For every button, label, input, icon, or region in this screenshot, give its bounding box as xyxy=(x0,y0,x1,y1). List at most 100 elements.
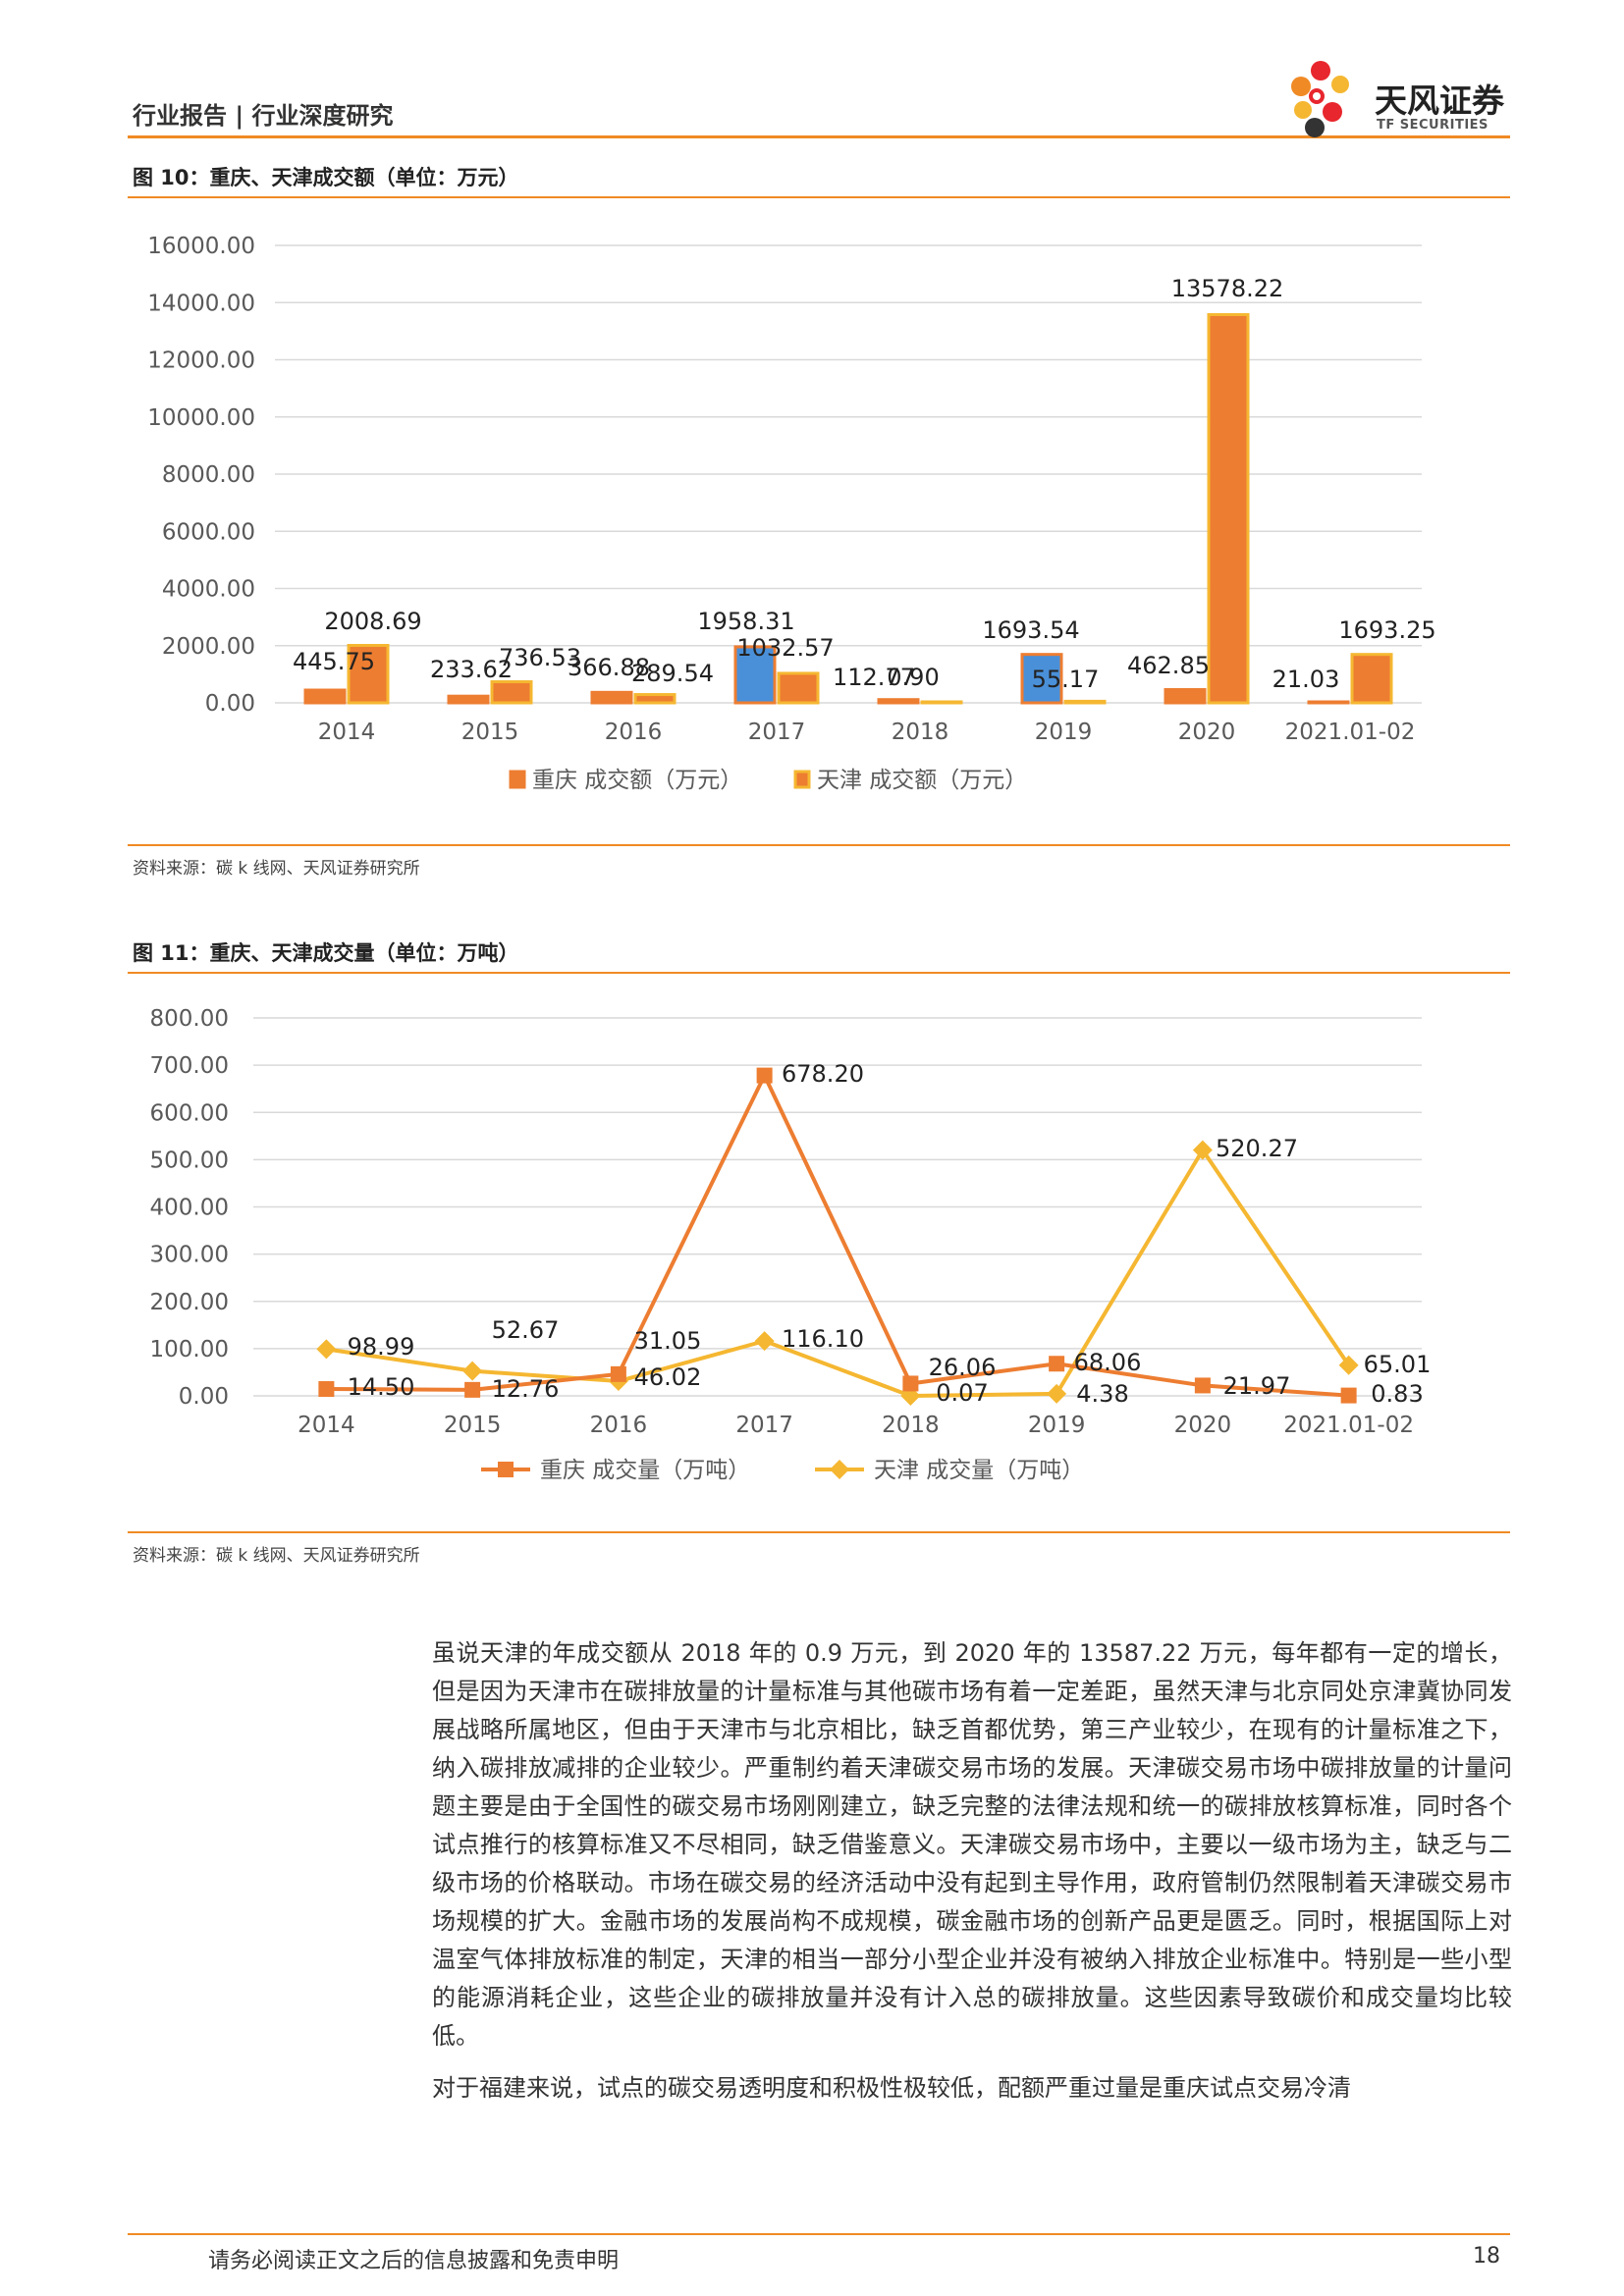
legend-label-chongqing: 重庆 成交量（万吨） xyxy=(540,1458,750,1483)
data-label: 0.83 xyxy=(1371,1380,1423,1408)
y-tick-label: 0.00 xyxy=(205,691,255,717)
data-label: 1693.54 xyxy=(982,616,1079,644)
y-tick-label: 600.00 xyxy=(150,1100,229,1126)
y-tick-label: 700.00 xyxy=(150,1053,229,1079)
data-label: 0.90 xyxy=(887,664,939,691)
marker-chongqing xyxy=(1340,1387,1357,1404)
marker-tianjin xyxy=(462,1361,483,1381)
y-tick-label: 500.00 xyxy=(150,1148,229,1173)
logo-subtext: TF SECURITIES xyxy=(1377,118,1489,133)
x-tick-label: 2020 xyxy=(1178,720,1236,745)
y-tick-label: 100.00 xyxy=(150,1337,229,1362)
bar-tianjin xyxy=(633,693,677,705)
figure-11-source: 资料来源：碳 k 线网、天风证券研究所 xyxy=(133,1546,420,1566)
y-tick-label: 6000.00 xyxy=(162,519,255,545)
data-label: 445.75 xyxy=(293,648,375,675)
x-tick-label: 2014 xyxy=(318,720,376,745)
y-tick-label: 4000.00 xyxy=(162,577,255,603)
y-tick-label: 200.00 xyxy=(150,1290,229,1315)
marker-chongqing xyxy=(318,1381,335,1398)
data-label: 1032.57 xyxy=(736,634,834,662)
bar-tianjin xyxy=(1063,699,1107,705)
figure-11-title: 图 11：重庆、天津成交量（单位：万吨） xyxy=(133,941,519,965)
bar-chongqing xyxy=(733,645,777,705)
footer-divider xyxy=(128,2233,1510,2235)
transaction-amount-bar-chart: 0.00 2000.00 4000.00 6000.00 8000.00 10000.00… xyxy=(147,234,1435,793)
bar-tianjin xyxy=(490,680,533,705)
x-tick-label: 2015 xyxy=(444,1413,502,1438)
line-tianjin xyxy=(326,1148,1351,1398)
y-tick-label: 12000.00 xyxy=(147,348,255,374)
data-label: 12.76 xyxy=(492,1375,560,1403)
marker-tianjin xyxy=(1192,1140,1213,1160)
bar-tianjin xyxy=(920,700,963,705)
data-label: 2008.69 xyxy=(324,608,421,635)
bar-chongqing xyxy=(1164,688,1207,705)
marker-tianjin xyxy=(754,1331,775,1352)
body-paragraph-1: 虽说天津的年成交额从 2018 年的 0.9 万元，到 2020 年的 1358… xyxy=(432,1639,1512,2050)
marker-chongqing xyxy=(1049,1356,1065,1372)
bar-chongqing xyxy=(1307,700,1350,705)
data-label: 21.97 xyxy=(1223,1372,1291,1400)
data-label: 116.10 xyxy=(782,1325,864,1353)
x-tick-label: 2019 xyxy=(1028,1413,1086,1438)
data-label: 13578.22 xyxy=(1171,275,1284,302)
data-label: 98.99 xyxy=(348,1333,415,1361)
x-tick-label: 2018 xyxy=(882,1413,940,1438)
y-tick-label: 10000.00 xyxy=(147,405,255,431)
bar-chongqing xyxy=(447,694,490,705)
data-label: 366.88 xyxy=(568,654,650,681)
bar-chongqing xyxy=(303,688,347,705)
data-label: 21.03 xyxy=(1272,666,1340,693)
legend-swatch-tianjin xyxy=(793,770,811,789)
y-tick-label: 0.00 xyxy=(179,1384,229,1410)
figure-10-source: 资料来源：碳 k 线网、天风证券研究所 xyxy=(133,859,420,879)
y-tick-label: 8000.00 xyxy=(162,462,255,488)
marker-chongqing xyxy=(610,1365,626,1382)
data-label: 65.01 xyxy=(1364,1351,1432,1378)
data-label: 233.62 xyxy=(430,656,513,683)
footer-disclaimer: 请务必阅读正文之后的信息披露和免责申明 xyxy=(208,2249,620,2273)
tf-logo-icon xyxy=(1291,61,1349,137)
bar-tianjin xyxy=(347,643,390,705)
figure-10-title: 图 10：重庆、天津成交额（单位：万元） xyxy=(133,166,519,189)
header-divider xyxy=(128,135,1510,138)
body-paragraph-2: 对于福建来说，试点的碳交易透明度和积极性极较低，配额严重过量是重庆试点交易冷清 xyxy=(432,2074,1351,2102)
bar-tianjin xyxy=(777,671,820,705)
data-label: 678.20 xyxy=(782,1060,864,1088)
bar-chongqing xyxy=(590,690,633,705)
bar-chongqing xyxy=(1020,653,1063,705)
x-tick-label: 2021.01-02 xyxy=(1285,720,1416,745)
data-label: 55.17 xyxy=(1032,666,1100,693)
marker-chongqing xyxy=(902,1375,919,1392)
y-tick-label: 300.00 xyxy=(150,1243,229,1268)
marker-tianjin xyxy=(1047,1383,1067,1404)
body-text: 虽说天津的年成交额从 2018 年的 0.9 万元，到 2020 年的 1358… xyxy=(432,1634,1512,2121)
figure-10-source-rule xyxy=(128,844,1510,846)
bar-chongqing xyxy=(877,698,920,705)
legend-label-chongqing: 重庆 成交额（万元） xyxy=(532,768,742,793)
y-tick-label: 16000.00 xyxy=(147,234,255,259)
data-label: 4.38 xyxy=(1076,1380,1128,1408)
data-label: 1693.25 xyxy=(1338,616,1435,644)
report-header-title: 行业报告 | 行业深度研究 xyxy=(133,102,394,130)
logo-text: 天风证券 xyxy=(1375,81,1504,120)
marker-tianjin xyxy=(316,1339,337,1360)
data-label: 112.77 xyxy=(833,664,915,691)
data-label: 31.05 xyxy=(634,1327,702,1355)
y-tick-label: 2000.00 xyxy=(162,634,255,660)
x-tick-label: 2014 xyxy=(298,1413,355,1438)
y-tick-label: 400.00 xyxy=(150,1196,229,1221)
legend-marker-chongqing xyxy=(498,1462,514,1477)
x-tick-label: 2015 xyxy=(461,720,519,745)
page-number: 18 xyxy=(1473,2244,1500,2269)
figure-10-title-rule xyxy=(128,196,1510,198)
x-tick-label: 2019 xyxy=(1035,720,1093,745)
data-label: 462.85 xyxy=(1127,652,1210,679)
legend-swatch-chongqing xyxy=(509,770,526,789)
data-label: 0.07 xyxy=(936,1379,988,1407)
bar-tianjin xyxy=(1207,313,1250,705)
x-tick-label: 2021.01-02 xyxy=(1283,1413,1414,1438)
data-label: 68.06 xyxy=(1074,1349,1142,1376)
data-label: 26.06 xyxy=(929,1354,997,1381)
